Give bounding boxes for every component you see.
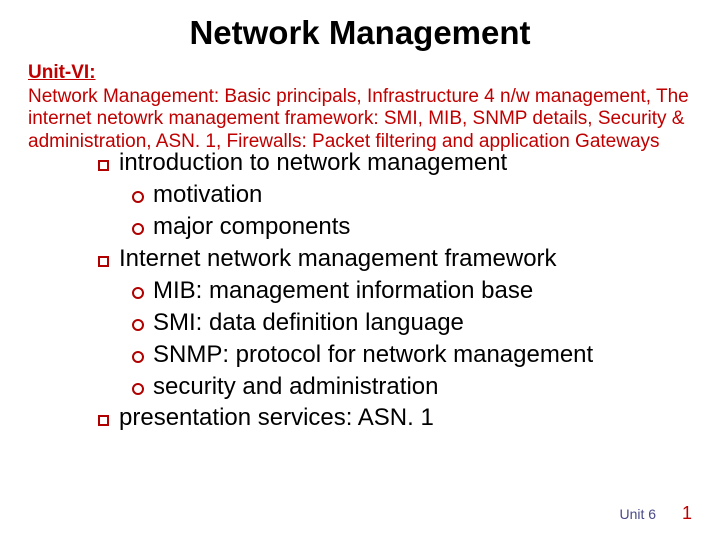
outline-item-l1: Internet network management framework [98, 243, 720, 275]
circle-bullet-icon [132, 383, 144, 395]
outline-item-l2: SNMP: protocol for network management [132, 339, 720, 371]
square-bullet-icon [98, 160, 109, 171]
outline-item-label: major components [153, 211, 350, 243]
outline-item-label: SMI: data definition language [153, 307, 464, 339]
slide-footer: Unit 6 1 [620, 503, 692, 524]
unit-description: Network Management: Basic principals, In… [28, 86, 696, 153]
square-bullet-icon [98, 256, 109, 267]
square-bullet-icon [98, 415, 109, 426]
footer-unit-text: Unit 6 [620, 506, 657, 522]
outline-item-label: MIB: management information base [153, 275, 533, 307]
outline-list: introduction to network managementmotiva… [98, 147, 720, 434]
circle-bullet-icon [132, 351, 144, 363]
outline-item-label: motivation [153, 179, 262, 211]
outline-item-label: security and administration [153, 371, 438, 403]
unit-label: Unit-VI: [28, 62, 720, 84]
outline-item-label: Internet network management framework [119, 243, 557, 275]
outline-item-l2: major components [132, 211, 720, 243]
page-title: Network Management [0, 0, 720, 52]
outline-item-label: presentation services: ASN. 1 [119, 402, 434, 434]
footer-page-number: 1 [682, 503, 692, 523]
outline-item-label: SNMP: protocol for network management [153, 339, 593, 371]
outline-item-l2: motivation [132, 179, 720, 211]
circle-bullet-icon [132, 319, 144, 331]
outline-item-label: introduction to network management [119, 147, 507, 179]
circle-bullet-icon [132, 191, 144, 203]
circle-bullet-icon [132, 223, 144, 235]
outline-item-l1: presentation services: ASN. 1 [98, 402, 720, 434]
outline-item-l2: SMI: data definition language [132, 307, 720, 339]
outline-item-l2: MIB: management information base [132, 275, 720, 307]
outline-item-l2: security and administration [132, 371, 720, 403]
circle-bullet-icon [132, 287, 144, 299]
